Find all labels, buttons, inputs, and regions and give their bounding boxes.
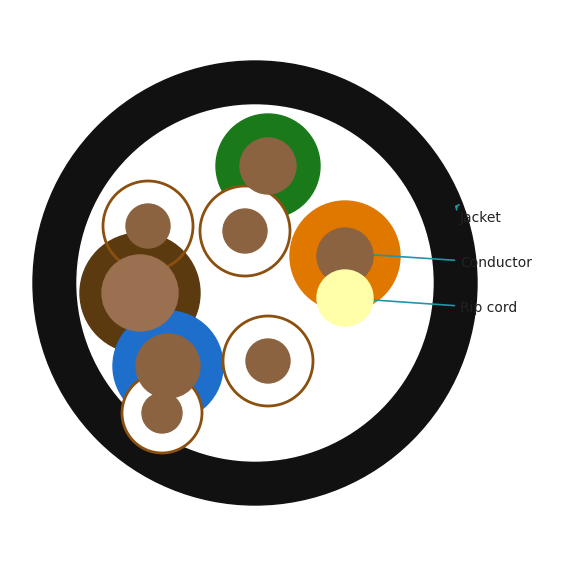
Circle shape — [317, 228, 373, 284]
Circle shape — [142, 393, 182, 433]
Circle shape — [122, 373, 202, 453]
Circle shape — [290, 201, 400, 311]
Text: Conductor: Conductor — [349, 251, 532, 270]
Text: Rip cord: Rip cord — [349, 295, 517, 315]
Circle shape — [77, 105, 433, 461]
Circle shape — [317, 270, 373, 326]
Circle shape — [80, 233, 200, 353]
Circle shape — [102, 255, 178, 331]
Circle shape — [246, 339, 290, 383]
Circle shape — [223, 209, 267, 253]
Circle shape — [113, 311, 223, 421]
Circle shape — [223, 316, 313, 406]
Circle shape — [200, 186, 290, 276]
Circle shape — [317, 270, 373, 326]
Circle shape — [216, 114, 320, 218]
Circle shape — [240, 138, 296, 194]
Circle shape — [126, 204, 170, 248]
Text: Jacket: Jacket — [456, 205, 502, 225]
Circle shape — [136, 334, 200, 398]
Circle shape — [103, 181, 193, 271]
Circle shape — [33, 61, 477, 505]
